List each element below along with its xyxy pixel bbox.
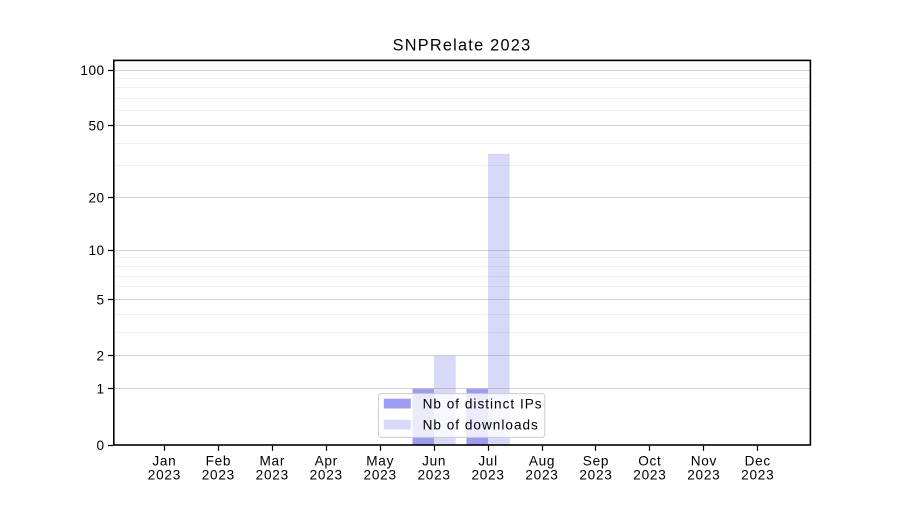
svg-text:2023: 2023 <box>256 468 289 483</box>
svg-text:Nb of distinct IPs: Nb of distinct IPs <box>423 396 543 411</box>
svg-text:Oct: Oct <box>638 454 661 469</box>
svg-text:2023: 2023 <box>417 468 450 483</box>
svg-text:2023: 2023 <box>364 468 397 483</box>
svg-text:2023: 2023 <box>471 468 504 483</box>
svg-text:2023: 2023 <box>310 468 343 483</box>
svg-text:2023: 2023 <box>525 468 558 483</box>
svg-text:May: May <box>366 454 394 469</box>
svg-text:2023: 2023 <box>741 468 774 483</box>
svg-text:2: 2 <box>97 349 105 364</box>
svg-text:50: 50 <box>88 118 104 133</box>
svg-text:20: 20 <box>88 191 104 206</box>
svg-text:2023: 2023 <box>579 468 612 483</box>
svg-text:Aug: Aug <box>529 454 555 469</box>
svg-text:2023: 2023 <box>687 468 720 483</box>
svg-text:1: 1 <box>97 382 105 397</box>
svg-text:2023: 2023 <box>202 468 235 483</box>
svg-text:100: 100 <box>80 63 104 78</box>
svg-text:Jul: Jul <box>478 454 497 469</box>
svg-text:2023: 2023 <box>633 468 666 483</box>
svg-text:Jun: Jun <box>422 454 446 469</box>
svg-text:Apr: Apr <box>315 454 338 469</box>
svg-text:0: 0 <box>97 438 105 453</box>
svg-text:2023: 2023 <box>148 468 181 483</box>
svg-text:Sep: Sep <box>583 454 609 469</box>
svg-text:5: 5 <box>97 292 105 307</box>
svg-text:Jan: Jan <box>152 454 176 469</box>
svg-text:Dec: Dec <box>745 454 771 469</box>
svg-text:10: 10 <box>88 243 104 258</box>
svg-text:Feb: Feb <box>206 454 232 469</box>
svg-text:Nb of downloads: Nb of downloads <box>423 418 539 433</box>
svg-text:SNPRelate 2023: SNPRelate 2023 <box>393 37 532 55</box>
svg-text:Mar: Mar <box>260 454 286 469</box>
svg-text:Nov: Nov <box>691 454 717 469</box>
